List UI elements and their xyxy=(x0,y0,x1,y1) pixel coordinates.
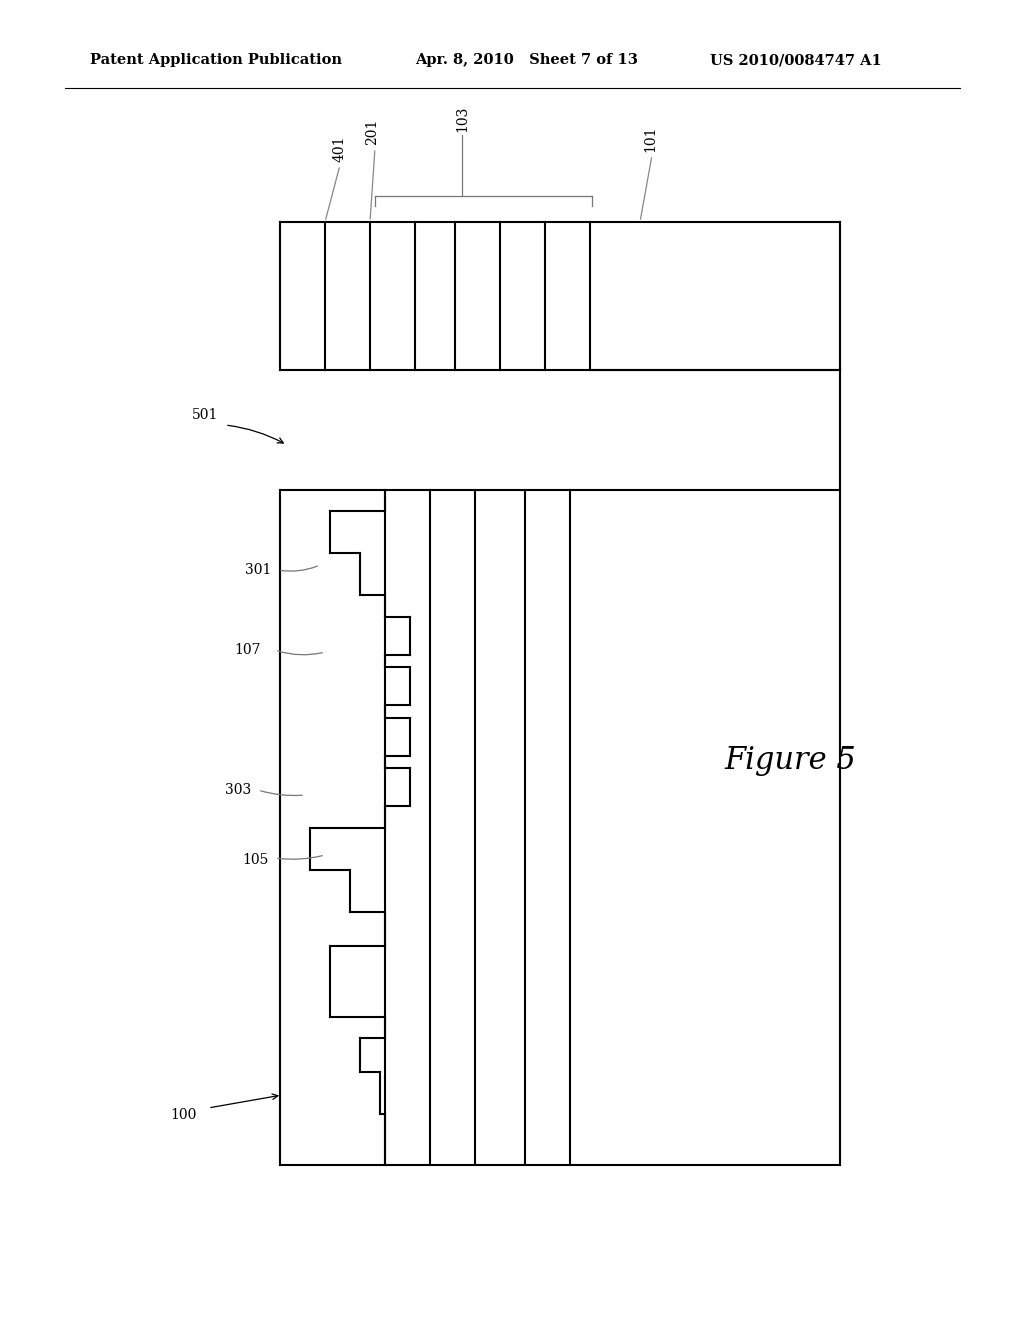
Text: Apr. 8, 2010   Sheet 7 of 13: Apr. 8, 2010 Sheet 7 of 13 xyxy=(415,53,638,67)
Text: Patent Application Publication: Patent Application Publication xyxy=(90,53,342,67)
Text: 501: 501 xyxy=(191,408,218,422)
Text: 107: 107 xyxy=(234,643,261,657)
Text: US 2010/0084747 A1: US 2010/0084747 A1 xyxy=(710,53,882,67)
Text: 101: 101 xyxy=(643,125,657,152)
Text: 103: 103 xyxy=(455,106,469,132)
Text: Figure 5: Figure 5 xyxy=(724,744,856,776)
Text: 100: 100 xyxy=(170,1107,197,1122)
Text: 301: 301 xyxy=(245,564,271,577)
Text: 303: 303 xyxy=(225,783,251,797)
Text: 105: 105 xyxy=(242,853,268,867)
Text: 201: 201 xyxy=(365,119,379,145)
Text: 401: 401 xyxy=(333,136,347,162)
